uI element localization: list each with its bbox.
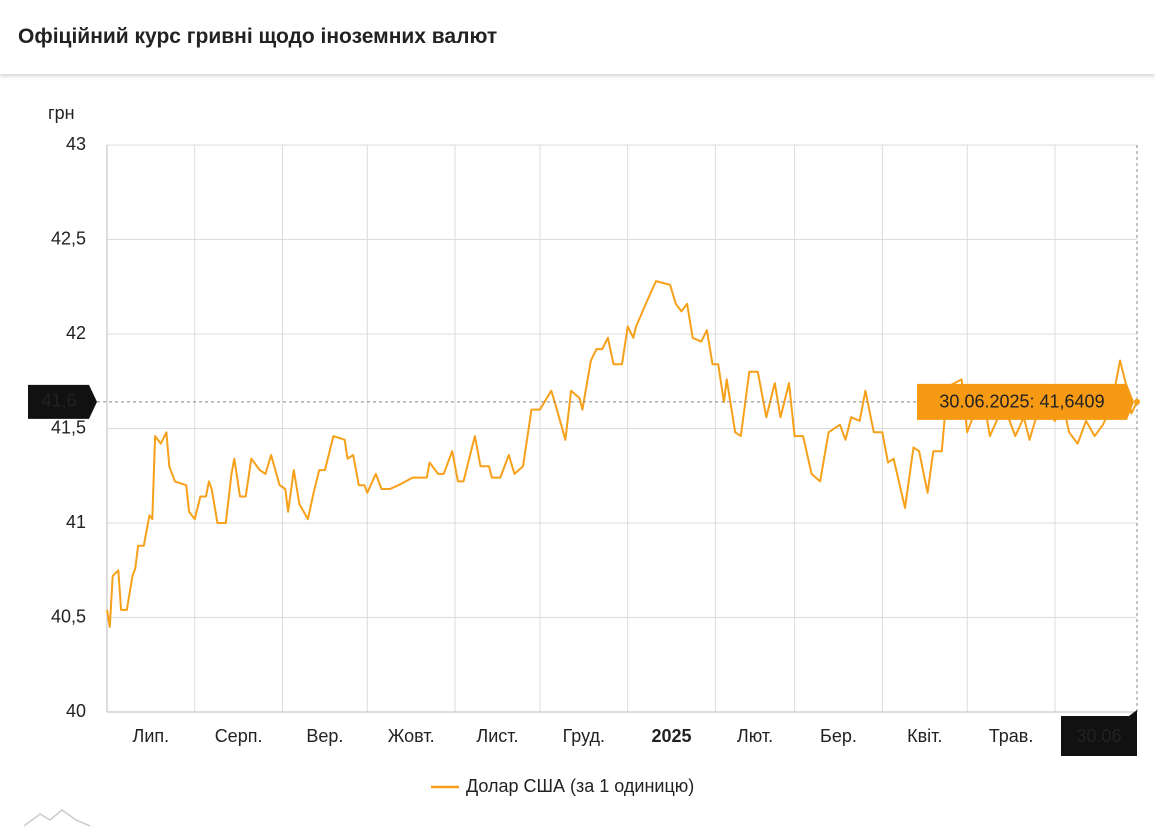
x-crosshair-label: 30.06 xyxy=(1076,726,1121,746)
y-tick-label: 40,5 xyxy=(51,606,86,626)
tooltip-text: 30.06.2025: 41,6409 xyxy=(939,392,1104,412)
x-tick-label: Жовт. xyxy=(388,726,435,746)
x-tick-label: Лют. xyxy=(737,726,773,746)
y-tick-label: 40 xyxy=(66,701,86,721)
x-tick-label: Вер. xyxy=(306,726,343,746)
x-tick-label: Серп. xyxy=(215,726,263,746)
tooltip-box xyxy=(917,383,1134,420)
y-tick-label: 43 xyxy=(66,134,86,154)
x-tick-label: Груд. xyxy=(563,726,605,746)
y-tick-label: 41,5 xyxy=(51,417,86,437)
line xyxy=(106,280,1138,628)
x-crosshair-box xyxy=(1061,710,1137,756)
y-tick-label: 42 xyxy=(66,323,86,343)
logo xyxy=(23,809,91,827)
y-tick-label: 41 xyxy=(66,512,86,532)
x-tick-label: Квіт. xyxy=(907,726,942,746)
x-tick-label: Бер. xyxy=(820,726,857,746)
x-tick-label: Лист. xyxy=(476,726,518,746)
y-crosshair-label: 41,6 xyxy=(41,391,76,411)
y-crosshair-box xyxy=(28,384,97,419)
legend-label: Долар США (за 1 одиницю) xyxy=(466,776,694,796)
page-title: Офіційний курс гривні щодо іноземних вал… xyxy=(18,25,498,48)
y-tick-label: 42,5 xyxy=(51,228,86,248)
header: Офіційний курс гривні щодо іноземних вал… xyxy=(0,0,1155,74)
x-tick-label: 2025 xyxy=(651,726,691,746)
y-axis-label: грн xyxy=(48,103,75,123)
x-tick-label: Трав. xyxy=(989,726,1034,746)
x-tick-label: Лип. xyxy=(133,726,170,746)
point-marker xyxy=(1134,398,1140,405)
